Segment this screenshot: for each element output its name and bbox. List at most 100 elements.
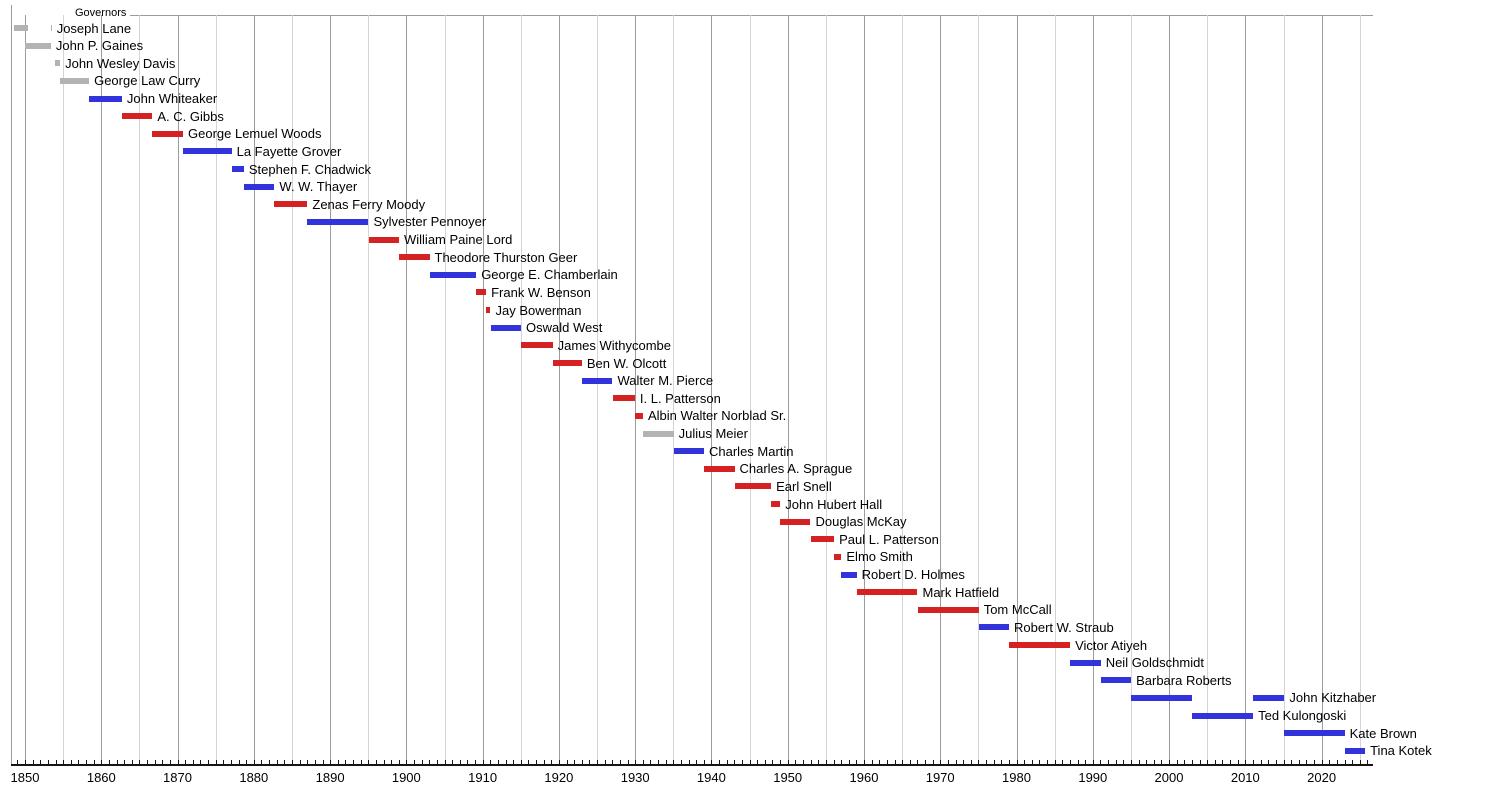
axis-tick — [574, 760, 576, 764]
axis-tick — [1054, 760, 1056, 764]
term-bar — [399, 254, 430, 261]
axis-tick — [528, 760, 530, 764]
axis-tick — [238, 760, 240, 764]
axis-tick — [55, 760, 57, 764]
axis-tick — [482, 760, 484, 764]
axis-tick — [566, 760, 568, 764]
term-bar — [368, 236, 399, 243]
governor-label: Oswald West — [526, 320, 603, 336]
axis-tick — [612, 760, 614, 764]
axis-tick — [375, 760, 377, 764]
axis-tick — [452, 760, 454, 764]
axis-tick — [360, 760, 362, 764]
axis-tick — [932, 760, 934, 764]
axis-tick — [1230, 760, 1232, 764]
axis-tick — [741, 760, 743, 764]
term-bar — [1070, 659, 1101, 666]
axis-tick — [1146, 760, 1148, 764]
governor-label: George Law Curry — [94, 73, 201, 89]
axis-tick — [925, 760, 926, 764]
governor-label: La Fayette Grover — [236, 143, 342, 159]
axis-tick — [658, 760, 659, 764]
axis-tick — [368, 760, 370, 764]
decade-gridline — [177, 15, 179, 765]
governor-label: Paul L. Patterson — [839, 531, 939, 547]
term-bar — [810, 536, 835, 543]
axis-tick — [947, 760, 949, 764]
governor-label: John Hubert Hall — [785, 496, 883, 512]
axis-tick-label: 2020 — [1307, 770, 1337, 785]
axis-tick — [993, 760, 995, 764]
term-bar — [1253, 694, 1285, 701]
axis-tick — [345, 760, 347, 764]
decade-gridline — [1092, 15, 1094, 765]
axis-tick — [307, 760, 309, 764]
axis-tick — [108, 760, 110, 764]
axis-tick — [833, 760, 835, 764]
axis-tick — [124, 760, 126, 764]
term-bar — [307, 218, 369, 225]
axis-tick — [970, 760, 972, 764]
term-bar — [486, 307, 491, 314]
axis-tick — [467, 760, 469, 764]
axis-tick — [879, 760, 881, 764]
term-bar — [771, 501, 781, 507]
axis-tick — [1069, 760, 1071, 764]
x-axis-line — [11, 764, 1373, 766]
plot-left-border — [11, 5, 12, 765]
axis-tick — [116, 760, 118, 764]
half-decade-gridline — [63, 15, 65, 765]
term-bar — [1284, 730, 1345, 737]
axis-tick — [1062, 760, 1064, 764]
axis-tick — [253, 760, 255, 764]
governor-label: Albin Walter Norblad Sr. — [648, 408, 787, 424]
axis-tick — [1077, 760, 1079, 764]
axis-tick — [604, 760, 606, 764]
axis-tick — [696, 760, 698, 764]
term-bar — [581, 377, 613, 384]
axis-tick — [246, 760, 248, 764]
governor-label: Victor Atiyeh — [1075, 637, 1148, 653]
term-bar — [978, 624, 1010, 631]
axis-tick — [131, 760, 133, 764]
axis-tick — [810, 760, 812, 764]
governor-label: Sylvester Pennoyer — [373, 214, 487, 230]
governor-label: Tina Kotek — [1370, 743, 1432, 759]
decade-gridline — [787, 15, 789, 765]
governor-label: Joseph Lane — [56, 20, 132, 36]
axis-tick — [1207, 760, 1209, 764]
governor-label: Charles Martin — [709, 443, 794, 459]
axis-tick-label: 1870 — [163, 770, 192, 785]
axis-tick — [40, 760, 42, 764]
axis-tick — [223, 760, 225, 764]
axis-tick — [353, 760, 354, 764]
axis-tick-label: 1850 — [10, 770, 40, 785]
axis-tick — [1237, 760, 1239, 764]
term-bar — [183, 148, 232, 155]
axis-tick — [1115, 760, 1117, 764]
axis-tick — [703, 760, 705, 764]
decade-gridline — [1016, 15, 1018, 765]
term-bar — [917, 606, 979, 613]
half-decade-gridline — [749, 15, 751, 765]
axis-tick — [139, 760, 141, 764]
axis-tick — [589, 760, 591, 764]
axis-tick — [1268, 760, 1270, 764]
decade-gridline — [558, 15, 560, 765]
axis-tick — [1275, 760, 1277, 764]
axis-tick-label: 1890 — [315, 770, 345, 785]
decade-gridline — [101, 15, 103, 765]
axis-tick — [902, 760, 904, 764]
axis-tick — [909, 760, 911, 764]
term-bar — [643, 430, 674, 437]
axis-tick — [185, 760, 187, 764]
term-bar — [121, 113, 153, 120]
axis-tick — [734, 760, 736, 764]
term-bar — [612, 395, 635, 402]
axis-tick — [1031, 760, 1033, 764]
term-bar — [856, 589, 918, 596]
half-decade-gridline — [444, 15, 446, 765]
axis-tick — [749, 760, 751, 764]
axis-tick — [1047, 760, 1048, 764]
axis-tick — [398, 760, 400, 764]
